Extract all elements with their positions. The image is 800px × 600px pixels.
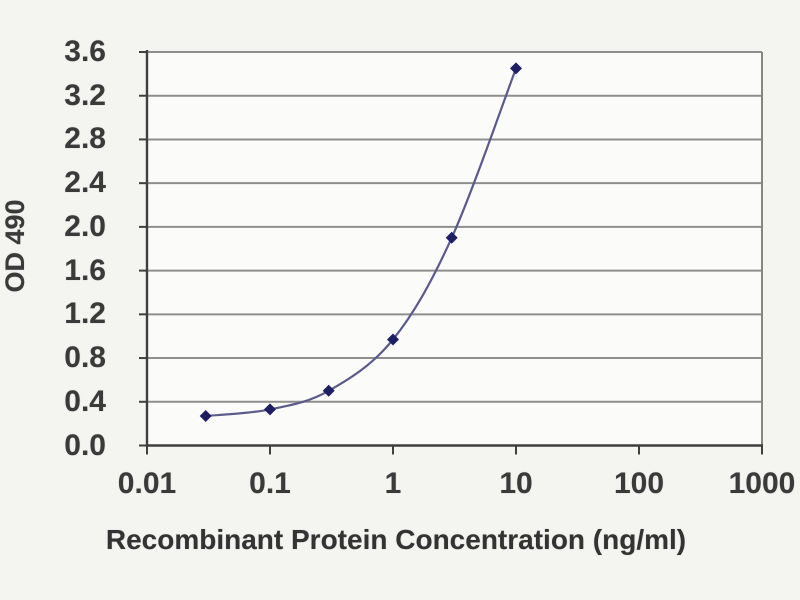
x-tick-label: 100 (613, 467, 665, 500)
x-axis-ticks (146, 445, 763, 455)
y-tick-label: 3.6 (64, 35, 106, 68)
y-tick-label: 1.6 (64, 253, 106, 287)
y-tick-label: 0.0 (64, 428, 106, 462)
y-tick-label: 2.4 (64, 166, 106, 200)
diamond-marker (322, 384, 335, 397)
x-axis-title: Recombinant Protein Concentration (ng/ml… (0, 524, 800, 556)
plot-background (147, 52, 762, 446)
x-tick-label: 10 (499, 467, 533, 500)
y-tick-label: 3.2 (64, 78, 106, 112)
y-tick-label: 0.8 (64, 341, 106, 375)
x-axis-title-text: Recombinant Protein Concentration (ng/ml… (105, 524, 687, 555)
y-tick-label: 1.2 (64, 297, 106, 331)
diamond-marker (264, 403, 276, 416)
x-tick-label: 1000 (728, 467, 796, 500)
y-tick-label: 2.8 (64, 122, 106, 156)
x-tick-label: 0.01 (117, 467, 177, 500)
diamond-marker (510, 62, 522, 75)
diamond-marker (387, 333, 399, 346)
x-tick-label: 1 (384, 467, 402, 500)
diamond-marker (199, 410, 212, 422)
diamond-marker (445, 231, 458, 244)
y-tick-label: 2.0 (64, 209, 106, 243)
axes (145, 50, 763, 447)
x-tick-label: 0.1 (249, 467, 291, 500)
y-axis-title: OD 490 (0, 199, 30, 293)
y-axis-ticks (139, 51, 147, 447)
y-tick-label: 0.4 (64, 384, 106, 418)
data-point-markers (199, 62, 522, 422)
horizontal-gridlines (147, 51, 762, 403)
